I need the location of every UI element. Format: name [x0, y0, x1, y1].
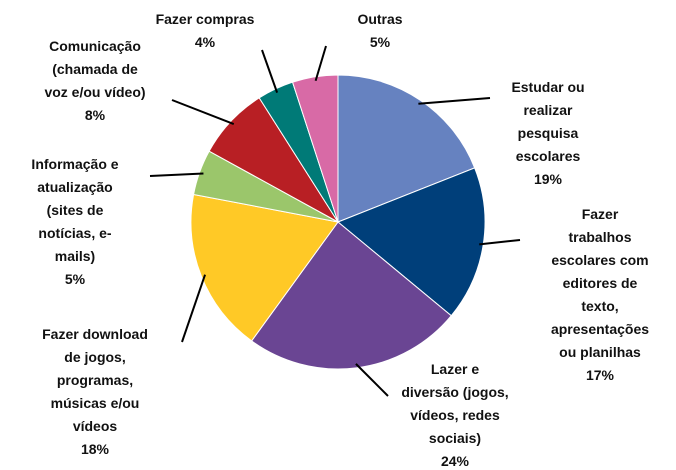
- leader-line: [171, 99, 235, 126]
- slice-label: Informação e atualização (sites de notíc…: [31, 153, 118, 291]
- leader-line: [355, 363, 389, 397]
- value-label: 24%: [440, 453, 470, 469]
- leader-line: [479, 239, 521, 246]
- leader-line: [149, 172, 204, 177]
- slice-label: Estudar ou realizar pesquisa escolares 19…: [511, 76, 584, 191]
- pie-slice: [337, 167, 486, 317]
- slice-label: Outras 5%: [357, 8, 402, 54]
- leader-line: [181, 274, 206, 343]
- slice-label: Fazer trabalhos escolares com editores d…: [551, 203, 649, 387]
- pie-slice: [190, 193, 339, 342]
- pie-slice: [291, 74, 339, 223]
- leader-line: [261, 49, 279, 93]
- category-label: Fazer download de jogos, programas, músi…: [42, 326, 148, 434]
- category-label: Outras: [357, 11, 403, 27]
- value-label: 5%: [369, 34, 391, 50]
- category-label: Lazer e diversão (jogos, vídeos, redes s…: [401, 361, 509, 446]
- pie-slice: [250, 221, 452, 370]
- leader-line: [418, 97, 491, 105]
- value-label: 4%: [194, 34, 216, 50]
- category-label: Fazer trabalhos escolares com editores d…: [550, 206, 650, 360]
- slice-label: Lazer e diversão (jogos, vídeos, redes s…: [401, 358, 508, 470]
- slice-label: Fazer compras 4%: [156, 8, 255, 54]
- category-label: Fazer compras: [155, 11, 255, 27]
- value-label: 8%: [84, 107, 106, 123]
- value-label: 5%: [64, 271, 86, 287]
- category-label: Informação e atualização (sites de notíc…: [31, 156, 119, 264]
- value-label: 19%: [533, 171, 563, 187]
- value-label: 17%: [585, 367, 615, 383]
- pie-slice: [337, 74, 476, 223]
- category-label: Comunicação (chamada de voz e/ou vídeo): [44, 38, 146, 100]
- value-label: 18%: [80, 441, 110, 457]
- slice-label: Comunicação (chamada de voz e/ou vídeo) 8…: [44, 35, 145, 127]
- slice-label: Fazer download de jogos, programas, músi…: [42, 323, 148, 461]
- leader-line: [314, 45, 327, 82]
- category-label: Estudar ou realizar pesquisa escolares: [511, 79, 585, 164]
